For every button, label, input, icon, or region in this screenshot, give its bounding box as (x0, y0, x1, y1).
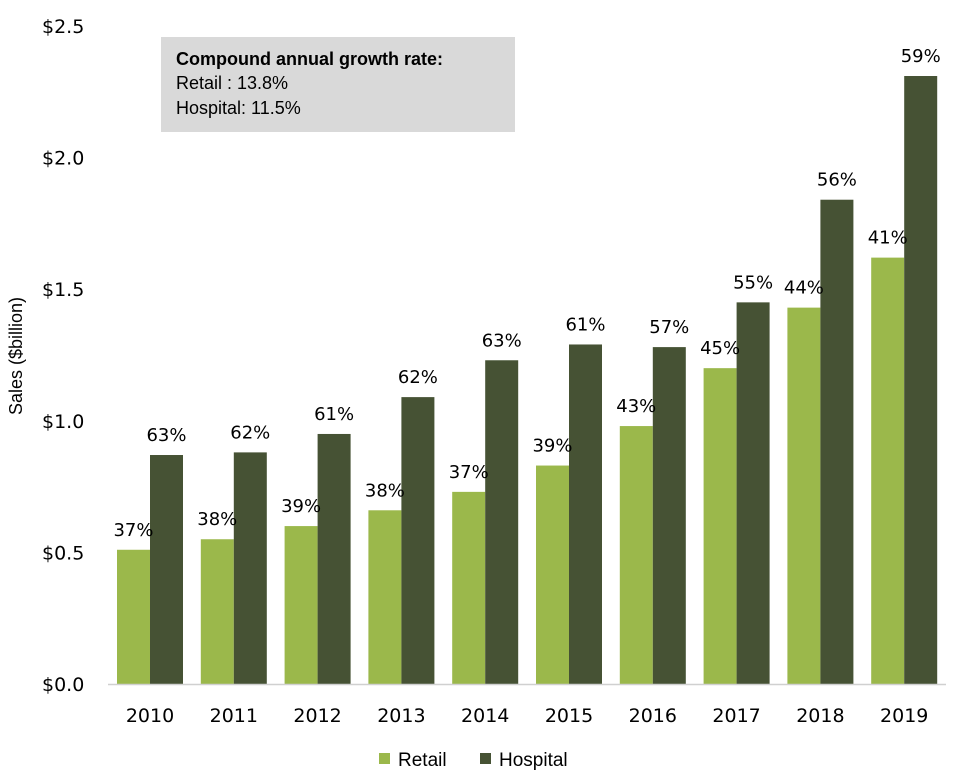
bar-retail-2011 (200, 539, 234, 684)
cagr-annotation-title: Compound annual growth rate: (176, 49, 443, 69)
x-tick-label: 2018 (796, 705, 844, 727)
data-label-hospital-2017: 55% (733, 272, 773, 293)
bar-hospital-2014 (485, 360, 519, 684)
data-label-retail-2010: 37% (113, 520, 153, 541)
bar-retail-2014 (452, 491, 486, 684)
y-tick-label: $1.5 (42, 279, 84, 301)
bar-hospital-2011 (233, 452, 267, 684)
cagr-retail-text: Retail : 13.8% (176, 73, 289, 93)
data-label-retail-2014: 37% (449, 462, 489, 483)
data-label-retail-2015: 39% (532, 436, 572, 457)
data-label-retail-2017: 45% (700, 338, 740, 359)
legend: Retail Hospital (379, 750, 568, 771)
bar-hospital-2017 (736, 302, 770, 684)
bar-hospital-2015 (569, 344, 602, 684)
bar-retail-2015 (536, 465, 569, 684)
cagr-annotation-box: Compound annual growth rate: Retail : 13… (161, 37, 515, 132)
data-label-hospital-2014: 63% (482, 330, 522, 351)
bar-retail-2012 (284, 526, 318, 684)
data-label-hospital-2011: 62% (230, 422, 270, 443)
y-tick-label: $1.0 (42, 411, 84, 433)
data-label-retail-2016: 43% (616, 396, 656, 417)
legend-swatch-retail (379, 753, 390, 764)
data-label-hospital-2016: 57% (649, 317, 689, 338)
legend-swatch-hospital (480, 753, 491, 764)
x-tick-label: 2013 (377, 705, 425, 727)
x-tick-label: 2019 (880, 705, 928, 727)
x-tick-label: 2012 (293, 705, 341, 727)
bar-hospital-2016 (652, 347, 686, 684)
bar-retail-2016 (619, 426, 653, 684)
y-axis-label: Sales ($billion) (6, 297, 26, 415)
x-tick-label: 2014 (461, 705, 509, 727)
bar-retail-2013 (368, 510, 402, 684)
data-label-hospital-2019: 59% (901, 46, 941, 67)
x-tick-label: 2015 (545, 705, 593, 727)
data-label-hospital-2015: 61% (565, 314, 605, 335)
x-tick-label: 2017 (712, 705, 760, 727)
data-label-retail-2011: 38% (197, 509, 237, 530)
bar-hospital-2012 (317, 433, 351, 684)
legend-label-retail: Retail (398, 750, 447, 771)
bar-retail-2018 (787, 307, 821, 684)
x-tick-label: 2016 (629, 705, 677, 727)
cagr-hospital-text: Hospital: 11.5% (176, 98, 301, 118)
bar-hospital-2018 (820, 199, 854, 684)
y-tick-label: $2.0 (42, 148, 84, 170)
data-label-hospital-2010: 63% (146, 425, 186, 446)
data-label-retail-2018: 44% (784, 278, 824, 299)
y-tick-label: $0.0 (42, 674, 84, 696)
x-tick-label: 2011 (210, 705, 258, 727)
bar-hospital-2013 (401, 397, 435, 684)
y-tick-label: $2.5 (42, 16, 84, 38)
bar-retail-2017 (703, 368, 737, 684)
y-tick-label: $0.5 (42, 542, 84, 564)
bar-hospital-2019 (904, 76, 938, 685)
data-label-retail-2013: 38% (365, 480, 405, 501)
data-label-hospital-2013: 62% (398, 367, 438, 388)
data-label-retail-2012: 39% (281, 496, 321, 517)
bar-hospital-2010 (150, 455, 183, 684)
legend-label-hospital: Hospital (499, 750, 568, 771)
data-label-hospital-2018: 56% (817, 170, 857, 191)
bar-retail-2010 (117, 549, 150, 684)
data-label-hospital-2012: 61% (314, 404, 354, 425)
bar-retail-2019 (871, 257, 905, 684)
data-label-retail-2019: 41% (868, 228, 908, 249)
x-tick-label: 2010 (126, 705, 174, 727)
